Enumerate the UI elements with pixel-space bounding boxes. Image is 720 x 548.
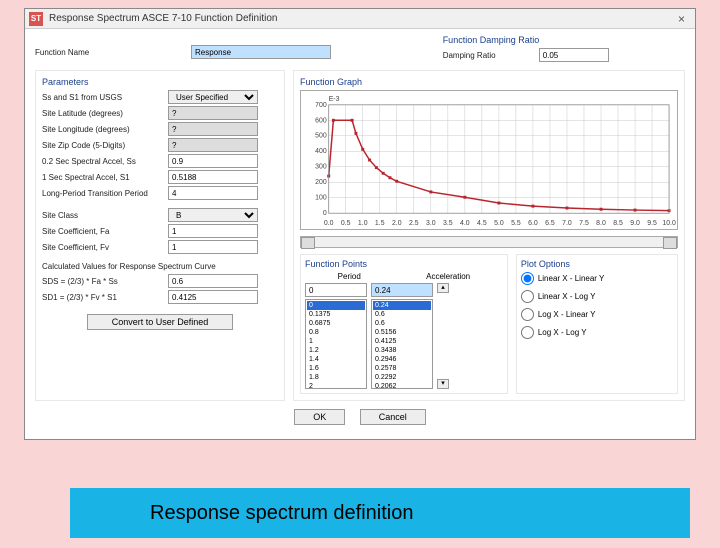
fa-label: Site Coefficient, Fa <box>42 227 162 236</box>
svg-text:7.5: 7.5 <box>579 220 589 227</box>
svg-text:700: 700 <box>315 102 327 109</box>
sd1-input <box>168 290 258 304</box>
svg-text:5.0: 5.0 <box>494 220 504 227</box>
sds-input <box>168 274 258 288</box>
svg-text:1.5: 1.5 <box>375 220 385 227</box>
svg-text:1.0: 1.0 <box>358 220 368 227</box>
svg-text:7.0: 7.0 <box>562 220 572 227</box>
fv-input[interactable] <box>168 240 258 254</box>
close-icon[interactable]: × <box>672 12 691 26</box>
svg-text:6.0: 6.0 <box>528 220 538 227</box>
window-title: Response Spectrum ASCE 7-10 Function Def… <box>49 13 672 24</box>
svg-text:9.5: 9.5 <box>647 220 657 227</box>
svg-text:300: 300 <box>315 164 327 171</box>
figure-caption: Response spectrum definition <box>70 488 690 538</box>
usgs-source-label: Ss and S1 from USGS <box>42 93 162 102</box>
svg-text:6.5: 6.5 <box>545 220 555 227</box>
damping-heading: Function Damping Ratio <box>443 35 685 45</box>
parameters-title: Parameters <box>42 77 278 87</box>
function-points-title: Function Points <box>305 259 503 269</box>
damping-ratio-input[interactable] <box>539 48 609 62</box>
svg-text:9.0: 9.0 <box>630 220 640 227</box>
dialog-window: ST Response Spectrum ASCE 7-10 Function … <box>24 8 696 440</box>
tl-label: Long-Period Transition Period <box>42 189 162 198</box>
titlebar: ST Response Spectrum ASCE 7-10 Function … <box>25 9 695 29</box>
svg-text:10.0: 10.0 <box>662 220 676 227</box>
s1-label: 1 Sec Spectral Accel, S1 <box>42 173 162 182</box>
plot-options-title: Plot Options <box>521 259 673 269</box>
svg-text:8.0: 8.0 <box>596 220 606 227</box>
s1-input[interactable] <box>168 170 258 184</box>
sds-label: SDS = (2/3) * Fa * Ss <box>42 277 162 286</box>
usgs-source-select[interactable]: User Specified <box>168 90 258 104</box>
accel-column-header: Acceleration <box>426 272 470 281</box>
svg-text:0.0: 0.0 <box>324 220 334 227</box>
svg-text:E-3: E-3 <box>329 96 340 103</box>
list-up-icon[interactable]: ▴ <box>437 283 449 293</box>
svg-text:500: 500 <box>315 133 327 140</box>
latitude-label: Site Latitude (degrees) <box>42 109 162 118</box>
calculated-values-title: Calculated Values for Response Spectrum … <box>42 262 278 271</box>
zip-label: Site Zip Code (5-Digits) <box>42 141 162 150</box>
latitude-input <box>168 106 258 120</box>
period-column-header: Period <box>338 272 361 281</box>
svg-text:5.5: 5.5 <box>511 220 521 227</box>
fa-input[interactable] <box>168 224 258 238</box>
ss-input[interactable] <box>168 154 258 168</box>
plot-option-loglin[interactable]: Log X - Linear Y <box>521 308 673 321</box>
function-graph-title: Function Graph <box>300 77 678 87</box>
cancel-button[interactable]: Cancel <box>360 409 426 425</box>
function-points-panel: Function Points Period Acceleration 00.1… <box>300 254 508 394</box>
svg-text:2.0: 2.0 <box>392 220 402 227</box>
graph-scrollbar[interactable] <box>300 236 678 248</box>
svg-text:2.5: 2.5 <box>409 220 419 227</box>
tl-input[interactable] <box>168 186 258 200</box>
ss-label: 0.2 Sec Spectral Accel, Ss <box>42 157 162 166</box>
plot-option-loglog[interactable]: Log X - Log Y <box>521 326 673 339</box>
ok-button[interactable]: OK <box>294 409 345 425</box>
function-graph: 0 100 200 300 400 500 600 700 0.0 0.5 1.0 1.5 2.0 2.5… <box>300 90 678 230</box>
svg-text:4.0: 4.0 <box>460 220 470 227</box>
svg-text:3.5: 3.5 <box>443 220 453 227</box>
zip-input <box>168 138 258 152</box>
function-name-label: Function Name <box>35 48 185 57</box>
svg-text:600: 600 <box>315 117 327 124</box>
fv-label: Site Coefficient, Fv <box>42 243 162 252</box>
svg-text:0.5: 0.5 <box>341 220 351 227</box>
damping-ratio-label: Damping Ratio <box>443 51 533 60</box>
site-class-select[interactable]: B <box>168 208 258 222</box>
period-value-input[interactable] <box>305 283 367 297</box>
svg-text:400: 400 <box>315 148 327 155</box>
accel-listbox[interactable]: 0.240.60.60.51560.41250.34380.29460.2578… <box>371 299 433 389</box>
svg-text:100: 100 <box>315 195 327 202</box>
sd1-label: SD1 = (2/3) * Fv * S1 <box>42 293 162 302</box>
parameters-panel: Parameters Ss and S1 from USGS User Spec… <box>35 70 285 401</box>
graph-panel: Function Graph 0 100 200 300 400 500 600 700 0.0… <box>293 70 685 401</box>
accel-value-input[interactable] <box>371 283 433 297</box>
svg-text:8.5: 8.5 <box>613 220 623 227</box>
function-name-input[interactable] <box>191 45 331 59</box>
convert-button[interactable]: Convert to User Defined <box>87 314 234 330</box>
svg-text:200: 200 <box>315 179 327 186</box>
app-icon: ST <box>29 12 43 26</box>
plot-option-linlog[interactable]: Linear X - Log Y <box>521 290 673 303</box>
longitude-input <box>168 122 258 136</box>
svg-text:3.0: 3.0 <box>426 220 436 227</box>
svg-text:4.5: 4.5 <box>477 220 487 227</box>
svg-text:0: 0 <box>323 210 327 217</box>
longitude-label: Site Longitude (degrees) <box>42 125 162 134</box>
plot-options-panel: Plot Options Linear X - Linear Y Linear … <box>516 254 678 394</box>
period-listbox[interactable]: 00.13750.68750.811.21.41.61.82 <box>305 299 367 389</box>
dialog-content: Function Name Function Damping Ratio Dam… <box>25 29 695 439</box>
list-down-icon[interactable]: ▾ <box>437 379 449 389</box>
plot-option-linlin[interactable]: Linear X - Linear Y <box>521 272 673 285</box>
site-class-label: Site Class <box>42 211 162 220</box>
